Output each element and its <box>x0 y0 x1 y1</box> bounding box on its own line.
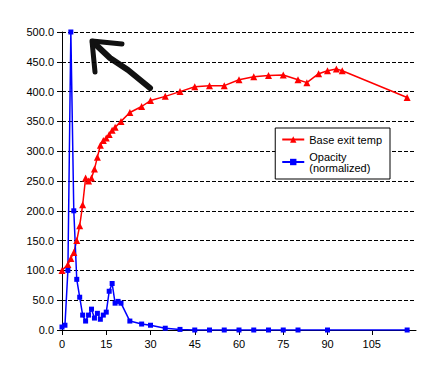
svg-text:(normalized): (normalized) <box>309 162 370 174</box>
svg-text:150.0: 150.0 <box>26 235 54 247</box>
svg-text:90: 90 <box>321 338 333 350</box>
svg-text:105: 105 <box>363 338 381 350</box>
svg-text:450.0: 450.0 <box>26 56 54 68</box>
svg-text:30: 30 <box>144 338 156 350</box>
svg-text:Base exit temp: Base exit temp <box>309 134 382 146</box>
svg-text:250.0: 250.0 <box>26 175 54 187</box>
svg-text:50.0: 50.0 <box>33 294 54 306</box>
svg-text:500.0: 500.0 <box>26 26 54 38</box>
svg-text:Opacity: Opacity <box>309 150 347 163</box>
svg-text:0.0: 0.0 <box>39 324 54 336</box>
svg-text:100.0: 100.0 <box>26 264 54 276</box>
svg-text:200.0: 200.0 <box>26 205 54 217</box>
svg-text:0: 0 <box>59 338 65 350</box>
svg-text:60: 60 <box>233 338 245 350</box>
svg-text:350.0: 350.0 <box>26 115 54 127</box>
svg-text:15: 15 <box>100 338 112 350</box>
svg-text:400.0: 400.0 <box>26 86 54 98</box>
svg-text:45: 45 <box>189 338 201 350</box>
svg-text:300.0: 300.0 <box>26 145 54 157</box>
svg-text:75: 75 <box>277 338 289 350</box>
